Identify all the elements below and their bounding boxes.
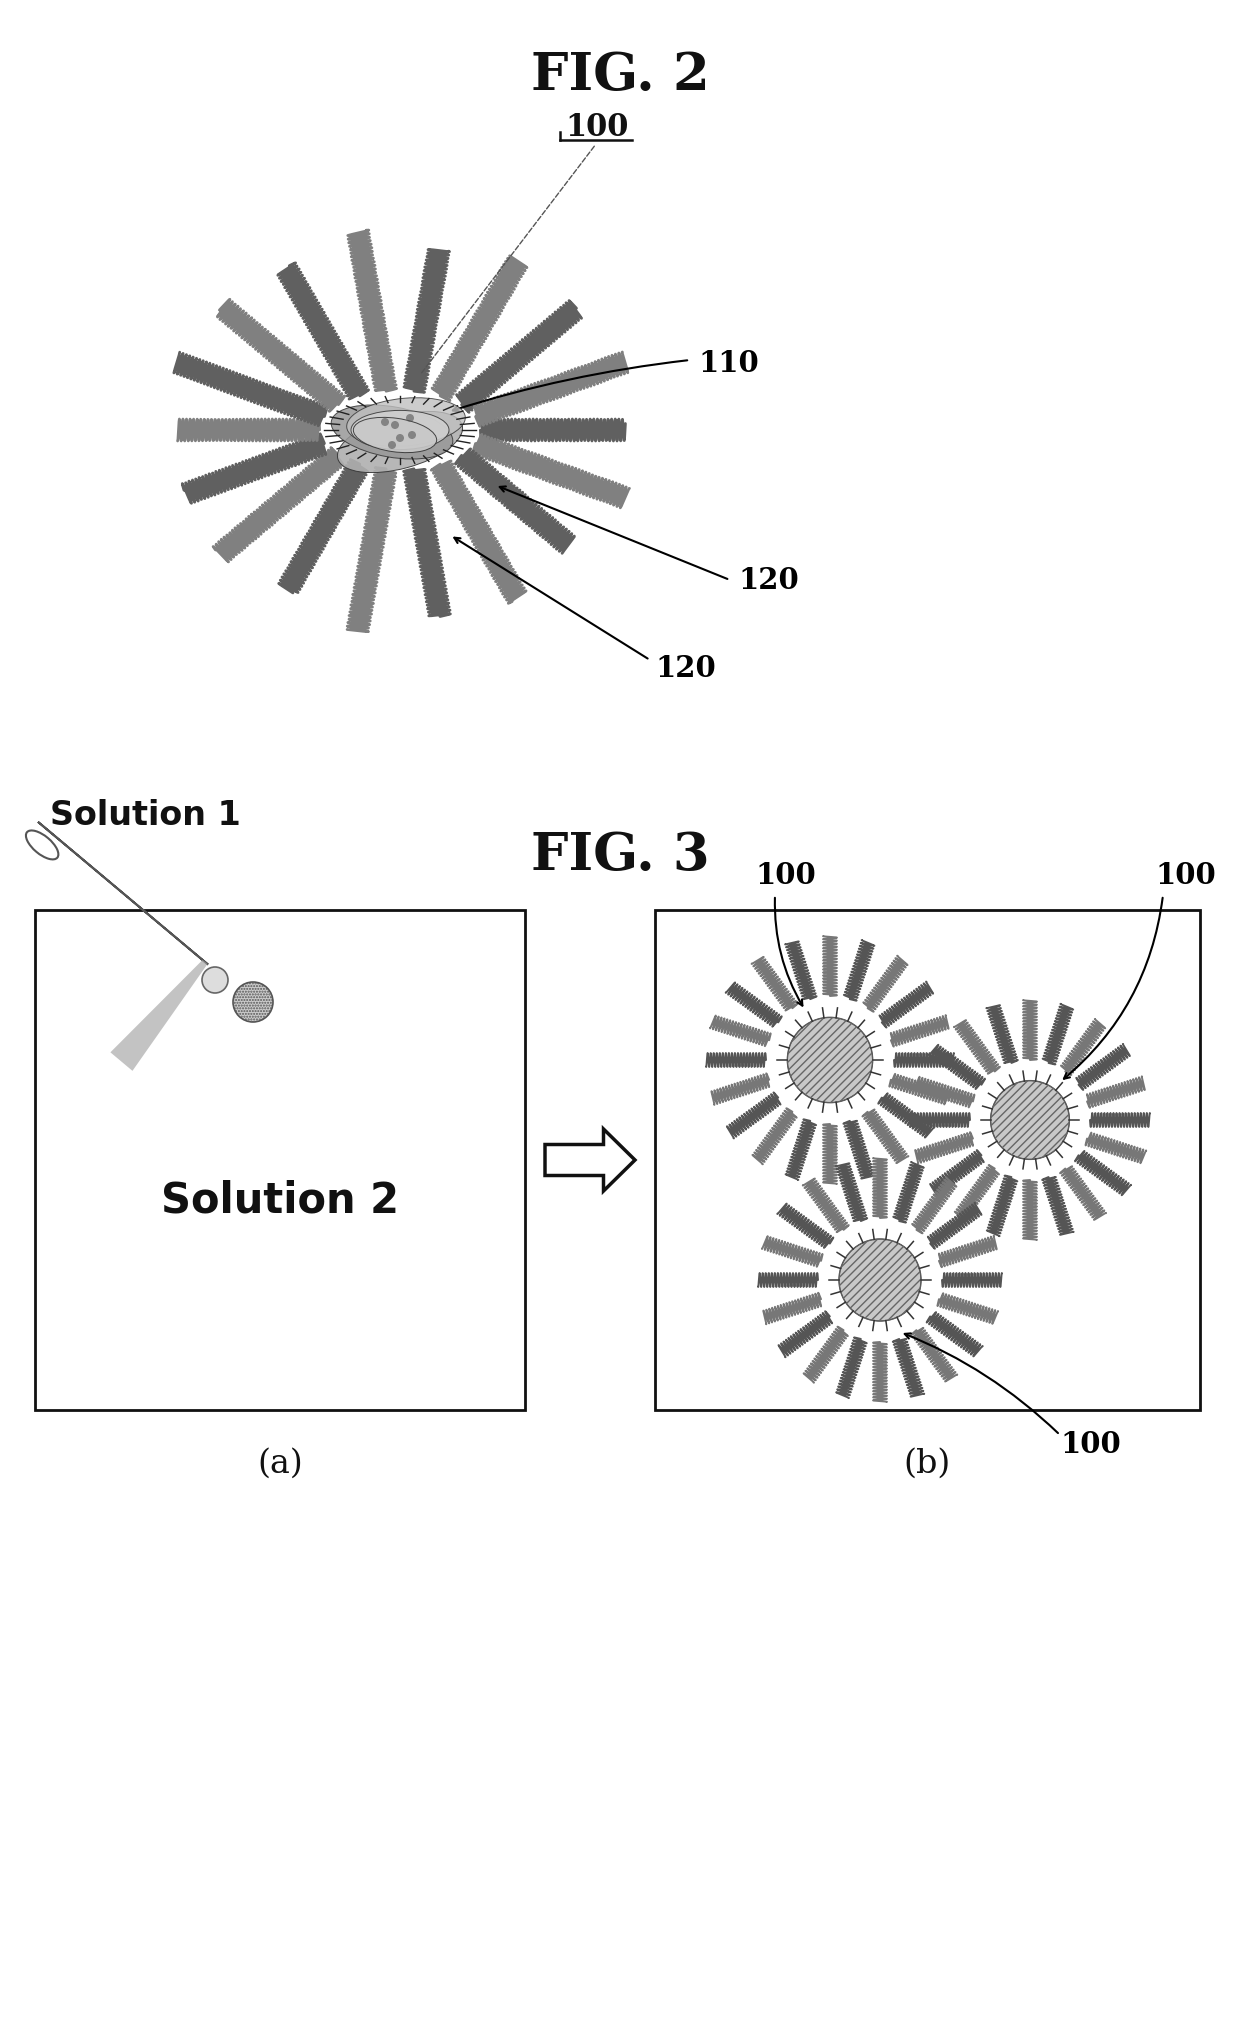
Polygon shape: [546, 1129, 635, 1190]
Ellipse shape: [347, 398, 465, 447]
Ellipse shape: [351, 410, 449, 449]
Polygon shape: [38, 821, 208, 964]
Circle shape: [233, 982, 273, 1021]
Text: 120: 120: [738, 566, 799, 594]
Ellipse shape: [353, 417, 436, 453]
Text: 100: 100: [565, 112, 629, 143]
Text: 100: 100: [755, 862, 816, 890]
Circle shape: [391, 421, 399, 429]
Text: 120: 120: [655, 653, 715, 682]
Circle shape: [381, 419, 389, 427]
Circle shape: [396, 435, 404, 441]
Polygon shape: [110, 960, 207, 1070]
Ellipse shape: [337, 410, 463, 472]
Bar: [655, 911, 1200, 1409]
Text: 100: 100: [1060, 1429, 1121, 1458]
Ellipse shape: [26, 831, 58, 860]
Circle shape: [991, 1080, 1069, 1160]
Text: Solution 2: Solution 2: [161, 1178, 399, 1221]
Text: 100: 100: [1154, 862, 1215, 890]
Circle shape: [839, 1239, 921, 1321]
Circle shape: [202, 968, 228, 992]
Text: (a): (a): [257, 1448, 303, 1480]
Text: FIG. 2: FIG. 2: [531, 49, 709, 100]
Circle shape: [388, 441, 396, 449]
Text: Solution 1: Solution 1: [50, 798, 241, 831]
Text: FIG. 3: FIG. 3: [531, 829, 709, 880]
Circle shape: [787, 1017, 873, 1103]
Text: 110: 110: [698, 349, 759, 378]
Bar: [35, 911, 525, 1409]
Circle shape: [405, 415, 414, 423]
Ellipse shape: [331, 404, 453, 459]
Text: (b): (b): [904, 1448, 951, 1480]
Circle shape: [408, 431, 415, 439]
